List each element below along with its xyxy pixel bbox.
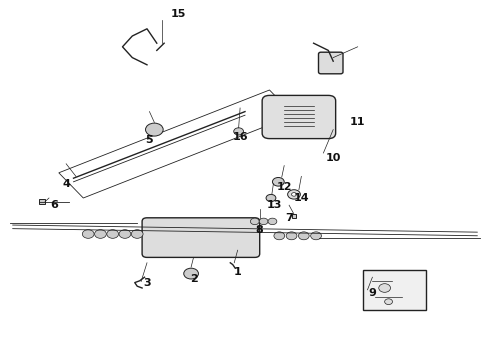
Bar <box>292 214 296 218</box>
Circle shape <box>259 218 268 225</box>
Circle shape <box>119 230 131 238</box>
Text: 11: 11 <box>350 117 366 127</box>
Text: 12: 12 <box>276 182 292 192</box>
Bar <box>39 199 45 204</box>
Circle shape <box>379 284 391 292</box>
Text: 14: 14 <box>294 193 309 203</box>
Text: 8: 8 <box>256 225 264 235</box>
Circle shape <box>274 232 285 240</box>
Text: 2: 2 <box>190 274 197 284</box>
Text: 16: 16 <box>232 132 248 142</box>
Text: 4: 4 <box>62 179 70 189</box>
Circle shape <box>82 230 94 238</box>
Circle shape <box>266 194 276 202</box>
FancyBboxPatch shape <box>262 95 336 139</box>
Circle shape <box>184 268 198 279</box>
Circle shape <box>268 218 277 225</box>
Circle shape <box>234 128 244 135</box>
Circle shape <box>385 299 392 305</box>
Circle shape <box>250 218 259 225</box>
Circle shape <box>292 193 296 196</box>
Text: 7: 7 <box>285 213 293 223</box>
Circle shape <box>286 232 297 240</box>
Circle shape <box>146 123 163 136</box>
Text: 3: 3 <box>143 278 151 288</box>
Circle shape <box>288 190 300 199</box>
Text: 6: 6 <box>50 200 58 210</box>
Circle shape <box>95 230 106 238</box>
Circle shape <box>131 230 143 238</box>
Text: 15: 15 <box>171 9 187 19</box>
Text: 5: 5 <box>146 135 153 145</box>
Circle shape <box>311 232 321 240</box>
Text: 13: 13 <box>267 200 282 210</box>
Text: 1: 1 <box>234 267 242 277</box>
FancyBboxPatch shape <box>142 218 260 257</box>
Text: 10: 10 <box>325 153 341 163</box>
FancyBboxPatch shape <box>363 270 426 310</box>
Circle shape <box>298 232 309 240</box>
Text: 9: 9 <box>368 288 376 298</box>
FancyBboxPatch shape <box>318 52 343 74</box>
Circle shape <box>107 230 119 238</box>
Circle shape <box>272 177 284 186</box>
